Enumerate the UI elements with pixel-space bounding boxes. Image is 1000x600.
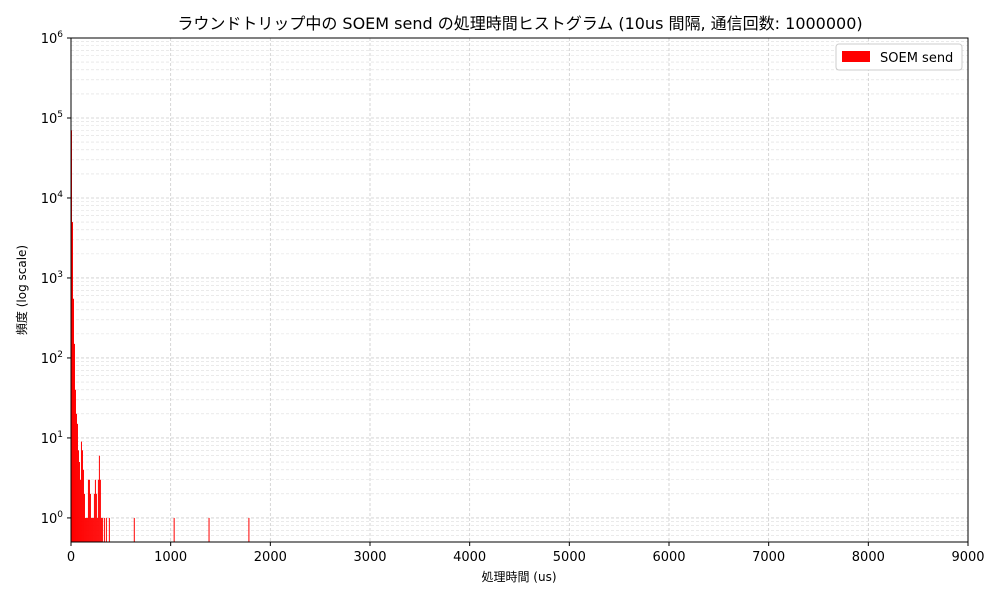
- histogram-bar: [86, 517, 88, 542]
- x-tick-label: 3000: [353, 550, 386, 565]
- histogram-bar: [79, 479, 81, 542]
- y-tick-label: 101: [41, 430, 63, 447]
- chart-title: ラウンドトリップ中の SOEM send の処理時間ヒストグラム (10us 間…: [177, 14, 862, 33]
- x-tick-label: 9000: [951, 550, 984, 565]
- x-tick-label: 1000: [154, 550, 187, 565]
- histogram-bar: [248, 517, 250, 542]
- legend-swatch-soem-send: [842, 51, 870, 62]
- histogram-bar: [105, 517, 107, 542]
- histogram-bar: [101, 517, 103, 542]
- histogram-bar: [80, 441, 82, 542]
- x-tick-label: 8000: [852, 550, 885, 565]
- histogram-bar: [82, 469, 84, 542]
- histogram-bar: [173, 517, 175, 542]
- y-tick-label: 103: [41, 270, 63, 287]
- x-tick-label: 2000: [254, 550, 287, 565]
- histogram-bar: [88, 479, 90, 542]
- histogram-bar: [85, 517, 87, 542]
- histogram-bar: [94, 479, 96, 542]
- histogram-bar: [96, 517, 98, 542]
- histogram-bar: [90, 517, 92, 542]
- y-tick-label: 106: [41, 30, 64, 47]
- x-tick-label: 4000: [453, 550, 486, 565]
- x-tick-label: 5000: [553, 550, 586, 565]
- y-tick-label: 105: [41, 110, 63, 127]
- legend-frame: [835, 43, 963, 71]
- histogram-bar: [100, 517, 102, 542]
- histogram-bar: [97, 479, 99, 542]
- x-axis-title: 処理時間 (us): [481, 570, 556, 584]
- histogram-bar: [208, 517, 210, 542]
- plot-frame: [70, 37, 969, 543]
- histogram-bar: [74, 389, 76, 542]
- histogram-bar: [91, 517, 93, 542]
- y-tick-label: 104: [41, 190, 64, 207]
- histogram-bar: [99, 479, 101, 542]
- histogram-bar: [84, 517, 86, 542]
- histogram-bar: [108, 517, 110, 542]
- histogram-bar: [81, 450, 83, 542]
- y-tick-label: 102: [41, 350, 63, 367]
- histogram-bar: [76, 423, 78, 542]
- histogram-bar: [95, 493, 97, 542]
- plot-area: 0 1000 2000 3000 4000 5000 6000 7000 8000 9000 100…: [41, 30, 985, 565]
- x-tick-label: 0: [67, 550, 75, 565]
- histogram-bar: [83, 493, 85, 542]
- histogram-bar: [93, 493, 95, 542]
- x-tick-label: 7000: [752, 550, 785, 565]
- y-tick-label: 100: [41, 510, 64, 527]
- histogram-bar: [75, 413, 77, 542]
- legend: SOEM send: [835, 43, 963, 71]
- x-tick-label: 6000: [652, 550, 685, 565]
- histogram-bar: [71, 222, 73, 542]
- histogram-bar: [92, 517, 94, 542]
- histogram-bar: [72, 298, 74, 542]
- legend-label-soem-send: SOEM send: [880, 51, 953, 66]
- histogram-bar: [87, 479, 89, 542]
- histogram-bar: [78, 462, 80, 542]
- histogram-bar: [133, 517, 135, 542]
- histogram-bar: [98, 455, 100, 542]
- histogram-bar: [103, 517, 105, 542]
- y-axis-title: 頻度 (log scale): [14, 245, 29, 335]
- histogram-bar: [73, 343, 75, 542]
- histogram-bar: [77, 450, 79, 542]
- histogram-bar: [89, 493, 91, 542]
